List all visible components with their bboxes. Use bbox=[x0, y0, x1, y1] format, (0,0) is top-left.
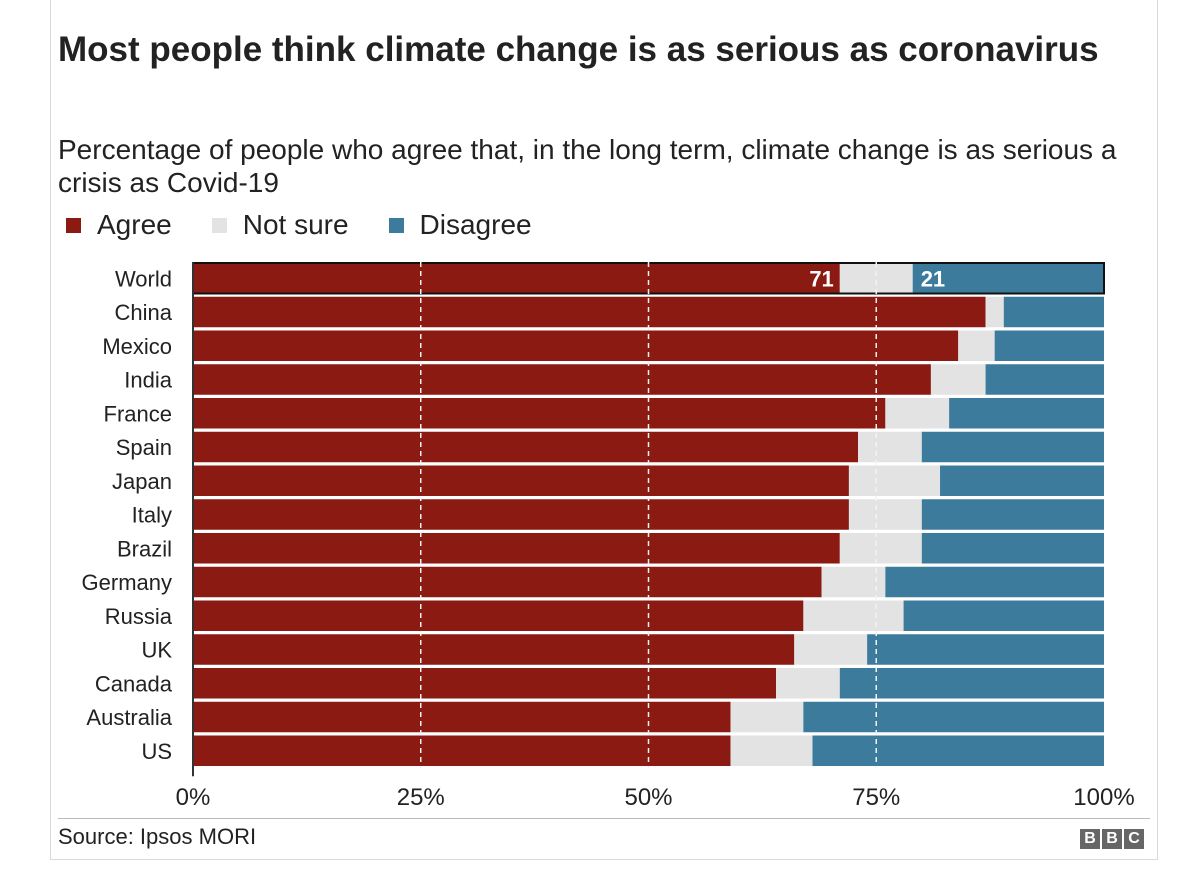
chart-subtitle: Percentage of people who agree that, in … bbox=[58, 134, 1117, 198]
bar-brazil-agree bbox=[193, 533, 840, 564]
bar-brazil-not-sure bbox=[839, 533, 922, 564]
legend-swatch bbox=[388, 217, 404, 233]
bar-brazil-disagree bbox=[921, 533, 1104, 564]
legend-item-agree: Agree bbox=[66, 209, 172, 241]
bar-germany-not-sure bbox=[821, 566, 886, 598]
bar-mexico-disagree bbox=[994, 330, 1104, 361]
bar-france-disagree bbox=[949, 398, 1104, 429]
bar-spain-not-sure bbox=[858, 431, 922, 463]
legend: Agree Not sure Disagree bbox=[66, 208, 572, 242]
bar-canada-disagree bbox=[839, 668, 1104, 699]
x-tick-label: 75% bbox=[852, 784, 900, 811]
category-label: Russia bbox=[105, 604, 173, 629]
bar-uk-not-sure bbox=[794, 634, 868, 665]
x-tick-label: 50% bbox=[624, 784, 672, 811]
category-label: Italy bbox=[132, 503, 172, 528]
chart-title: Most people think climate change is as s… bbox=[58, 30, 1099, 69]
category-label: India bbox=[124, 368, 172, 393]
bar-world-not-sure bbox=[839, 263, 913, 294]
legend-swatch bbox=[66, 217, 81, 233]
bar-canada-agree bbox=[193, 668, 777, 699]
category-label: Japan bbox=[112, 469, 172, 494]
bar-uk-disagree bbox=[867, 634, 1104, 665]
source-note: Source: Ipsos MORI bbox=[58, 824, 257, 849]
category-label: Canada bbox=[95, 671, 173, 696]
bar-australia-disagree bbox=[803, 701, 1104, 733]
chart-frame bbox=[50, 0, 1158, 860]
x-tick-label: 25% bbox=[397, 784, 445, 811]
bar-italy-agree bbox=[193, 499, 849, 530]
legend-label: Not sure bbox=[242, 209, 349, 240]
bar-mexico-not-sure bbox=[958, 330, 995, 361]
bar-australia-agree bbox=[193, 701, 731, 733]
legend-item-disagree: Disagree bbox=[388, 209, 532, 241]
category-label: Australia bbox=[86, 705, 172, 730]
bar-japan-not-sure bbox=[848, 465, 941, 496]
bbc-logo: B B C bbox=[1080, 829, 1144, 849]
category-label: World bbox=[115, 266, 172, 291]
data-label-world-agree: 71 bbox=[809, 266, 833, 291]
x-tick-label: 100% bbox=[1073, 784, 1134, 811]
bar-us-disagree bbox=[812, 735, 1104, 766]
bar-australia-not-sure bbox=[730, 701, 804, 733]
legend-label: Disagree bbox=[419, 209, 532, 240]
data-label-world-disagree: 21 bbox=[921, 266, 945, 291]
bar-china-not-sure bbox=[985, 296, 1004, 328]
bar-india-disagree bbox=[985, 364, 1104, 395]
bar-russia-disagree bbox=[903, 600, 1104, 631]
bar-world-agree bbox=[193, 263, 840, 294]
bar-world-disagree bbox=[912, 263, 1104, 294]
category-label: US bbox=[141, 739, 172, 764]
bar-us-not-sure bbox=[730, 735, 813, 766]
source-divider bbox=[58, 818, 1150, 819]
bar-italy-not-sure bbox=[848, 499, 922, 530]
bar-china-agree bbox=[193, 296, 986, 328]
category-label: China bbox=[115, 300, 173, 325]
bar-germany-disagree bbox=[885, 566, 1104, 598]
bar-russia-not-sure bbox=[803, 600, 904, 631]
legend-label: Agree bbox=[97, 209, 172, 240]
bar-japan-disagree bbox=[940, 465, 1104, 496]
bbc-logo-letter: B bbox=[1080, 829, 1100, 849]
bar-india-not-sure bbox=[930, 364, 986, 395]
category-label: Mexico bbox=[102, 334, 172, 359]
x-tick-label: 0% bbox=[176, 784, 211, 811]
bar-germany-agree bbox=[193, 566, 822, 598]
category-label: France bbox=[104, 401, 172, 426]
bar-india-agree bbox=[193, 364, 931, 395]
bar-canada-not-sure bbox=[776, 668, 840, 699]
bar-us-agree bbox=[193, 735, 731, 766]
bar-mexico-agree bbox=[193, 330, 959, 361]
bar-italy-disagree bbox=[921, 499, 1104, 530]
bar-uk-agree bbox=[193, 634, 795, 665]
bbc-logo-letter: B bbox=[1102, 829, 1122, 849]
legend-swatch bbox=[211, 217, 227, 233]
bar-france-agree bbox=[193, 398, 886, 429]
bar-china-disagree bbox=[1003, 296, 1104, 328]
bar-japan-agree bbox=[193, 465, 849, 496]
legend-item-not-sure: Not sure bbox=[211, 209, 349, 241]
bbc-logo-letter: C bbox=[1124, 829, 1144, 849]
category-label: Spain bbox=[116, 435, 172, 460]
bar-france-not-sure bbox=[885, 398, 950, 429]
category-label: Germany bbox=[82, 570, 172, 595]
category-label: UK bbox=[141, 638, 172, 663]
category-label: Brazil bbox=[117, 536, 172, 561]
bar-spain-disagree bbox=[921, 431, 1104, 463]
bar-russia-agree bbox=[193, 600, 804, 631]
bar-spain-agree bbox=[193, 431, 859, 463]
